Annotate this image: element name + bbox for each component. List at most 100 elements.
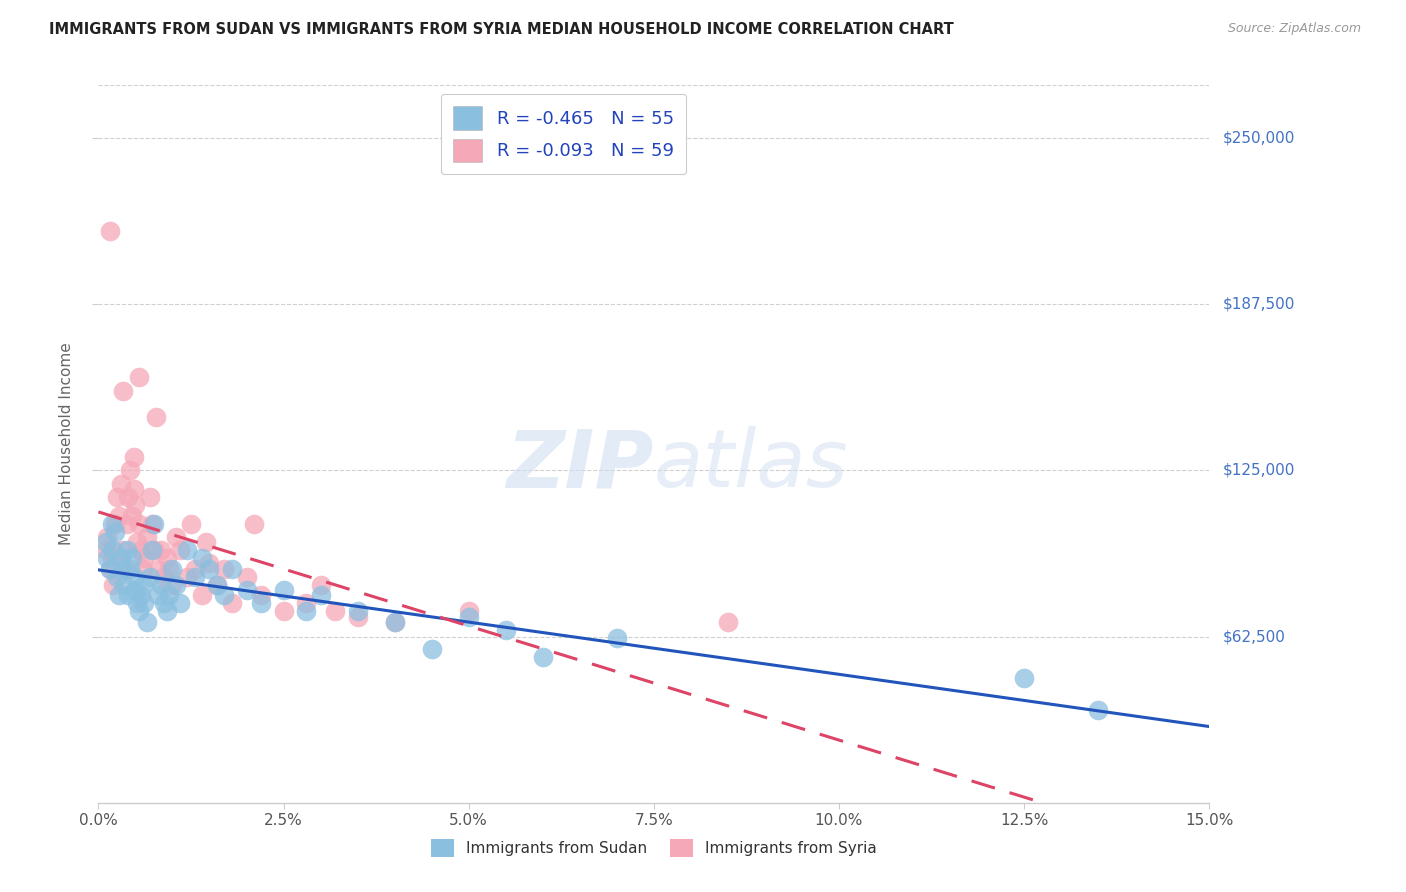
Point: [198, 557, 221, 571]
Legend: Immigrants from Sudan, Immigrants from Syria: Immigrants from Sudan, Immigrants from S…: [425, 832, 883, 863]
Point: [98, 224, 121, 238]
Point: [118, 562, 141, 576]
Point: [96, 551, 118, 566]
Point: [110, 551, 132, 566]
Point: [165, 530, 187, 544]
Point: [104, 524, 127, 539]
Point: [134, 551, 156, 566]
Point: [108, 588, 131, 602]
Point: [118, 463, 141, 477]
Point: [122, 482, 145, 496]
Point: [384, 615, 406, 629]
Point: [146, 588, 169, 602]
Point: [115, 543, 138, 558]
Text: ZIP: ZIP: [506, 426, 654, 504]
Point: [143, 516, 166, 531]
Point: [150, 543, 173, 558]
Text: $250,000: $250,000: [1223, 130, 1295, 145]
Point: [111, 543, 134, 558]
Point: [124, 498, 146, 512]
Point: [115, 516, 138, 531]
Point: [155, 551, 177, 566]
Text: $187,500: $187,500: [1223, 297, 1295, 311]
Point: [117, 588, 139, 602]
Point: [111, 562, 134, 576]
Point: [325, 604, 347, 618]
Point: [96, 530, 118, 544]
Point: [1012, 671, 1035, 685]
Point: [221, 596, 243, 610]
Point: [294, 596, 316, 610]
Y-axis label: Median Household Income: Median Household Income: [59, 343, 75, 545]
Point: [128, 370, 150, 384]
Point: [221, 562, 243, 576]
Point: [141, 516, 163, 531]
Point: [243, 516, 266, 531]
Point: [495, 623, 517, 637]
Point: [104, 516, 127, 531]
Text: atlas: atlas: [654, 426, 849, 504]
Point: [191, 588, 214, 602]
Point: [606, 631, 628, 645]
Point: [150, 578, 173, 592]
Point: [110, 476, 132, 491]
Point: [194, 535, 217, 549]
Point: [176, 570, 198, 584]
Point: [152, 570, 174, 584]
Text: IMMIGRANTS FROM SUDAN VS IMMIGRANTS FROM SYRIA MEDIAN HOUSEHOLD INCOME CORRELATI: IMMIGRANTS FROM SUDAN VS IMMIGRANTS FROM…: [49, 22, 953, 37]
Point: [205, 578, 228, 592]
Point: [198, 562, 221, 576]
Point: [108, 508, 131, 523]
Point: [155, 604, 177, 618]
Point: [105, 490, 128, 504]
Point: [117, 490, 139, 504]
Point: [165, 578, 187, 592]
Point: [157, 562, 180, 576]
Point: [128, 516, 150, 531]
Point: [112, 578, 135, 592]
Point: [235, 570, 257, 584]
Point: [717, 615, 740, 629]
Point: [131, 588, 153, 602]
Point: [157, 588, 180, 602]
Point: [134, 596, 156, 610]
Point: [205, 578, 228, 592]
Point: [121, 551, 143, 566]
Point: [294, 604, 316, 618]
Point: [457, 609, 479, 624]
Point: [145, 410, 167, 425]
Point: [183, 570, 205, 584]
Point: [98, 562, 121, 576]
Point: [105, 570, 128, 584]
Point: [100, 516, 122, 531]
Point: [100, 551, 122, 566]
Point: [141, 543, 163, 558]
Point: [94, 543, 117, 558]
Point: [103, 543, 125, 558]
Point: [139, 490, 162, 504]
Point: [176, 543, 198, 558]
Point: [235, 582, 257, 597]
Point: [214, 588, 236, 602]
Point: [169, 596, 191, 610]
Point: [162, 562, 184, 576]
Point: [122, 450, 145, 464]
Point: [125, 596, 148, 610]
Point: [250, 588, 273, 602]
Point: [346, 609, 368, 624]
Point: [1087, 703, 1109, 717]
Point: [531, 649, 554, 664]
Point: [143, 543, 166, 558]
Point: [124, 582, 146, 597]
Point: [273, 582, 295, 597]
Text: $125,000: $125,000: [1223, 463, 1295, 478]
Point: [309, 588, 332, 602]
Point: [346, 604, 368, 618]
Point: [128, 604, 150, 618]
Point: [98, 562, 121, 576]
Point: [139, 570, 162, 584]
Point: [183, 562, 205, 576]
Text: $62,500: $62,500: [1223, 629, 1286, 644]
Point: [125, 535, 148, 549]
Point: [384, 615, 406, 629]
